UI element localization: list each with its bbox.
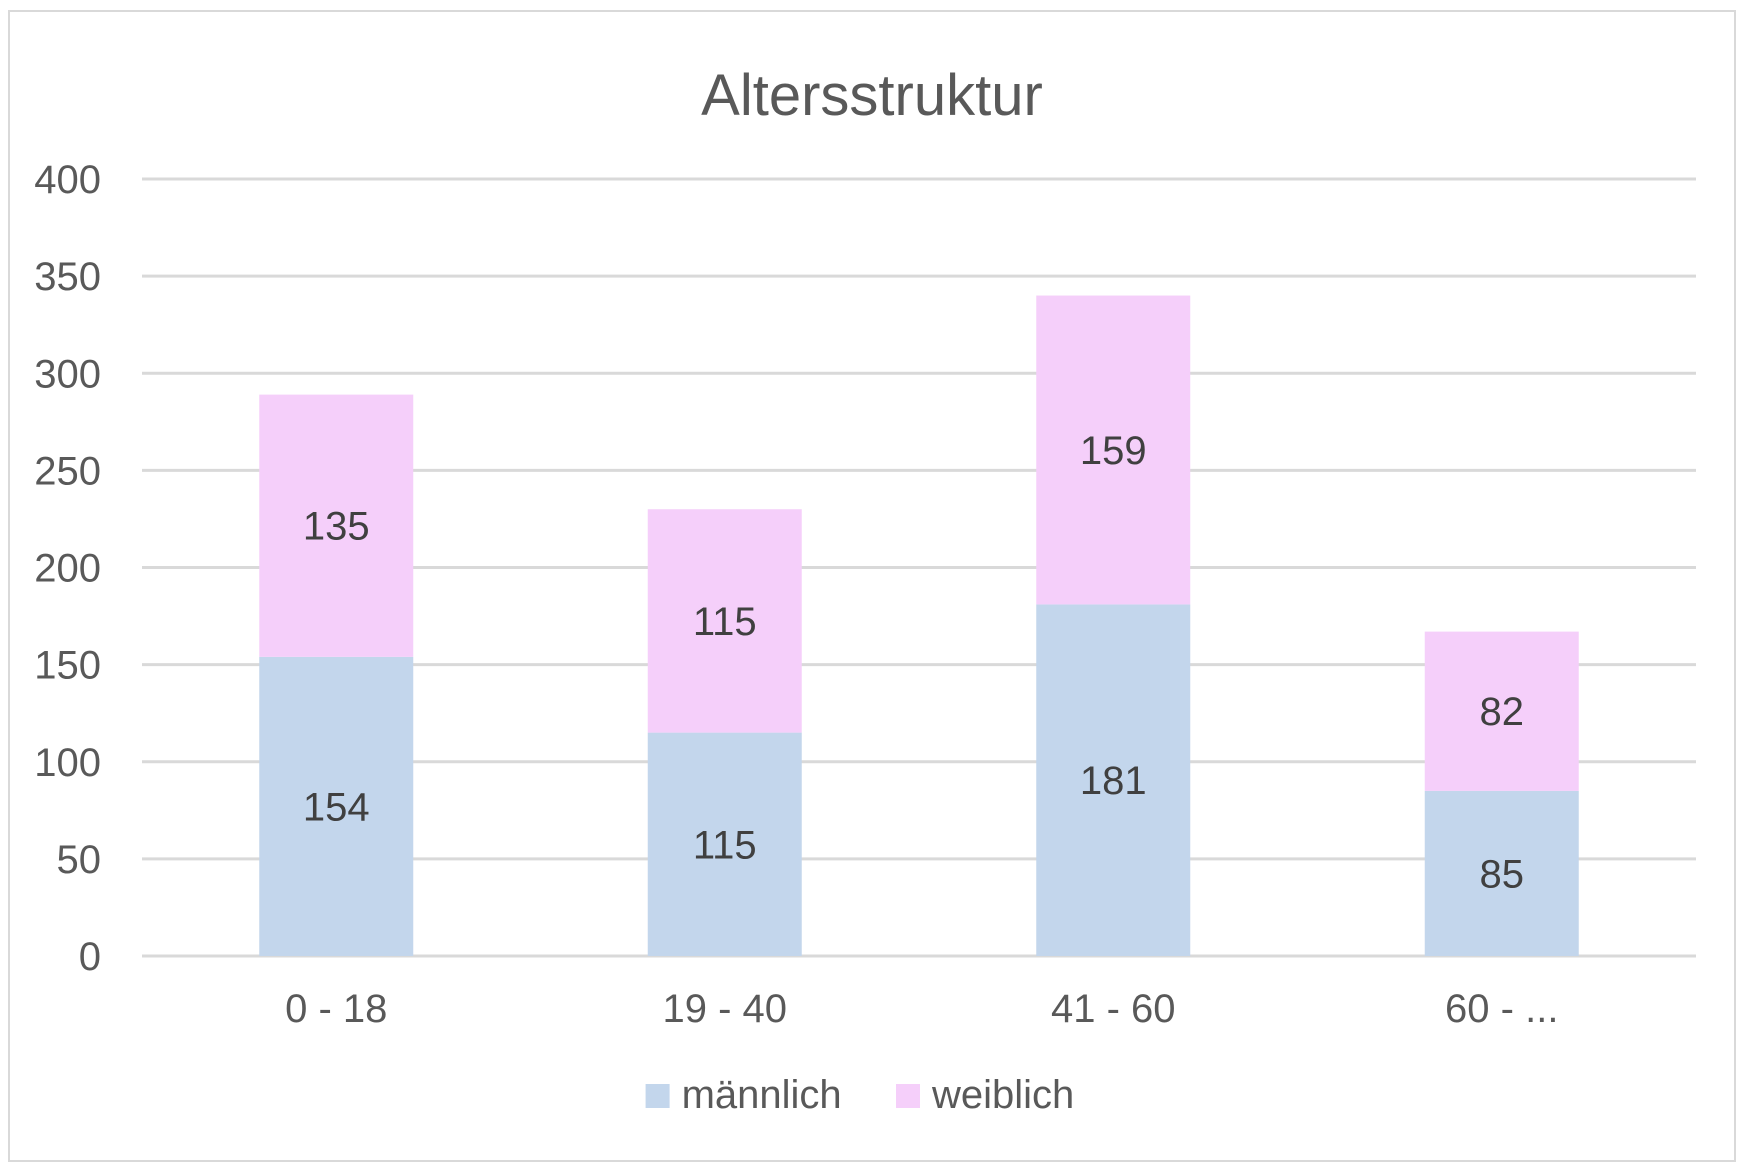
data-label-weiblich-1: 115 (693, 600, 757, 644)
chart-svg: Altersstruktur 050100150200250300350400 … (34, 63, 1696, 1117)
x-tick-label-2: 41 - 60 (1051, 987, 1176, 1031)
data-label-weiblich-3: 82 (1480, 690, 1525, 734)
bar-maennlich-0 (259, 656, 414, 956)
y-tick-label-100: 100 (34, 741, 101, 785)
x-tick-label-1: 19 - 40 (662, 987, 787, 1031)
data-label-maennlich-3: 85 (1480, 852, 1525, 896)
legend-label-weiblich: weiblich (931, 1073, 1074, 1117)
bar-layer: 154 135 115 115 181 159 85 82 (259, 295, 1579, 956)
chart-frame: Altersstruktur 0 50 100 150 200 250 300 350 400 … (8, 10, 1736, 1162)
bar-weiblich-0 (259, 394, 414, 657)
y-tick-label-50: 50 (57, 838, 102, 882)
bar-weiblich-2 (1036, 295, 1191, 605)
legend-swatch-weiblich (896, 1084, 920, 1108)
bar-maennlich-3 (1424, 790, 1579, 956)
data-label-weiblich-2: 159 (1080, 429, 1147, 473)
legend: männlich weiblich (645, 1073, 1074, 1117)
data-label-maennlich-2: 181 (1080, 759, 1147, 803)
data-label-maennlich-1: 115 (693, 823, 757, 867)
y-tick-label-150: 150 (34, 644, 101, 688)
y-axis-tick-labels: 0 50 100 150 200 250 300 350 400 (34, 158, 101, 979)
y-tick-label-250: 250 (34, 449, 101, 493)
x-tick-label-3: 60 - ... (1445, 987, 1558, 1031)
y-tick-label-0: 0 (79, 935, 101, 979)
chart-title: Altersstruktur (701, 63, 1043, 128)
bar-weiblich-1 (647, 509, 802, 733)
y-tick-label-300: 300 (34, 352, 101, 396)
y-tick-label-400: 400 (34, 158, 101, 202)
bar-weiblich-3 (1424, 631, 1579, 791)
bar-maennlich-2 (1036, 604, 1191, 956)
bar-maennlich-1 (647, 732, 802, 956)
data-label-maennlich-0: 154 (303, 785, 370, 829)
y-tick-label-350: 350 (34, 255, 101, 299)
legend-swatch-maennlich (645, 1084, 670, 1108)
y-tick-label-200: 200 (34, 547, 101, 591)
legend-label-maennlich: männlich (682, 1073, 842, 1117)
x-tick-label-0: 0 - 18 (285, 987, 387, 1031)
x-axis-tick-labels: 0 - 18 19 - 40 41 - 60 60 - ... (285, 987, 1558, 1031)
data-label-weiblich-0: 135 (303, 505, 370, 549)
